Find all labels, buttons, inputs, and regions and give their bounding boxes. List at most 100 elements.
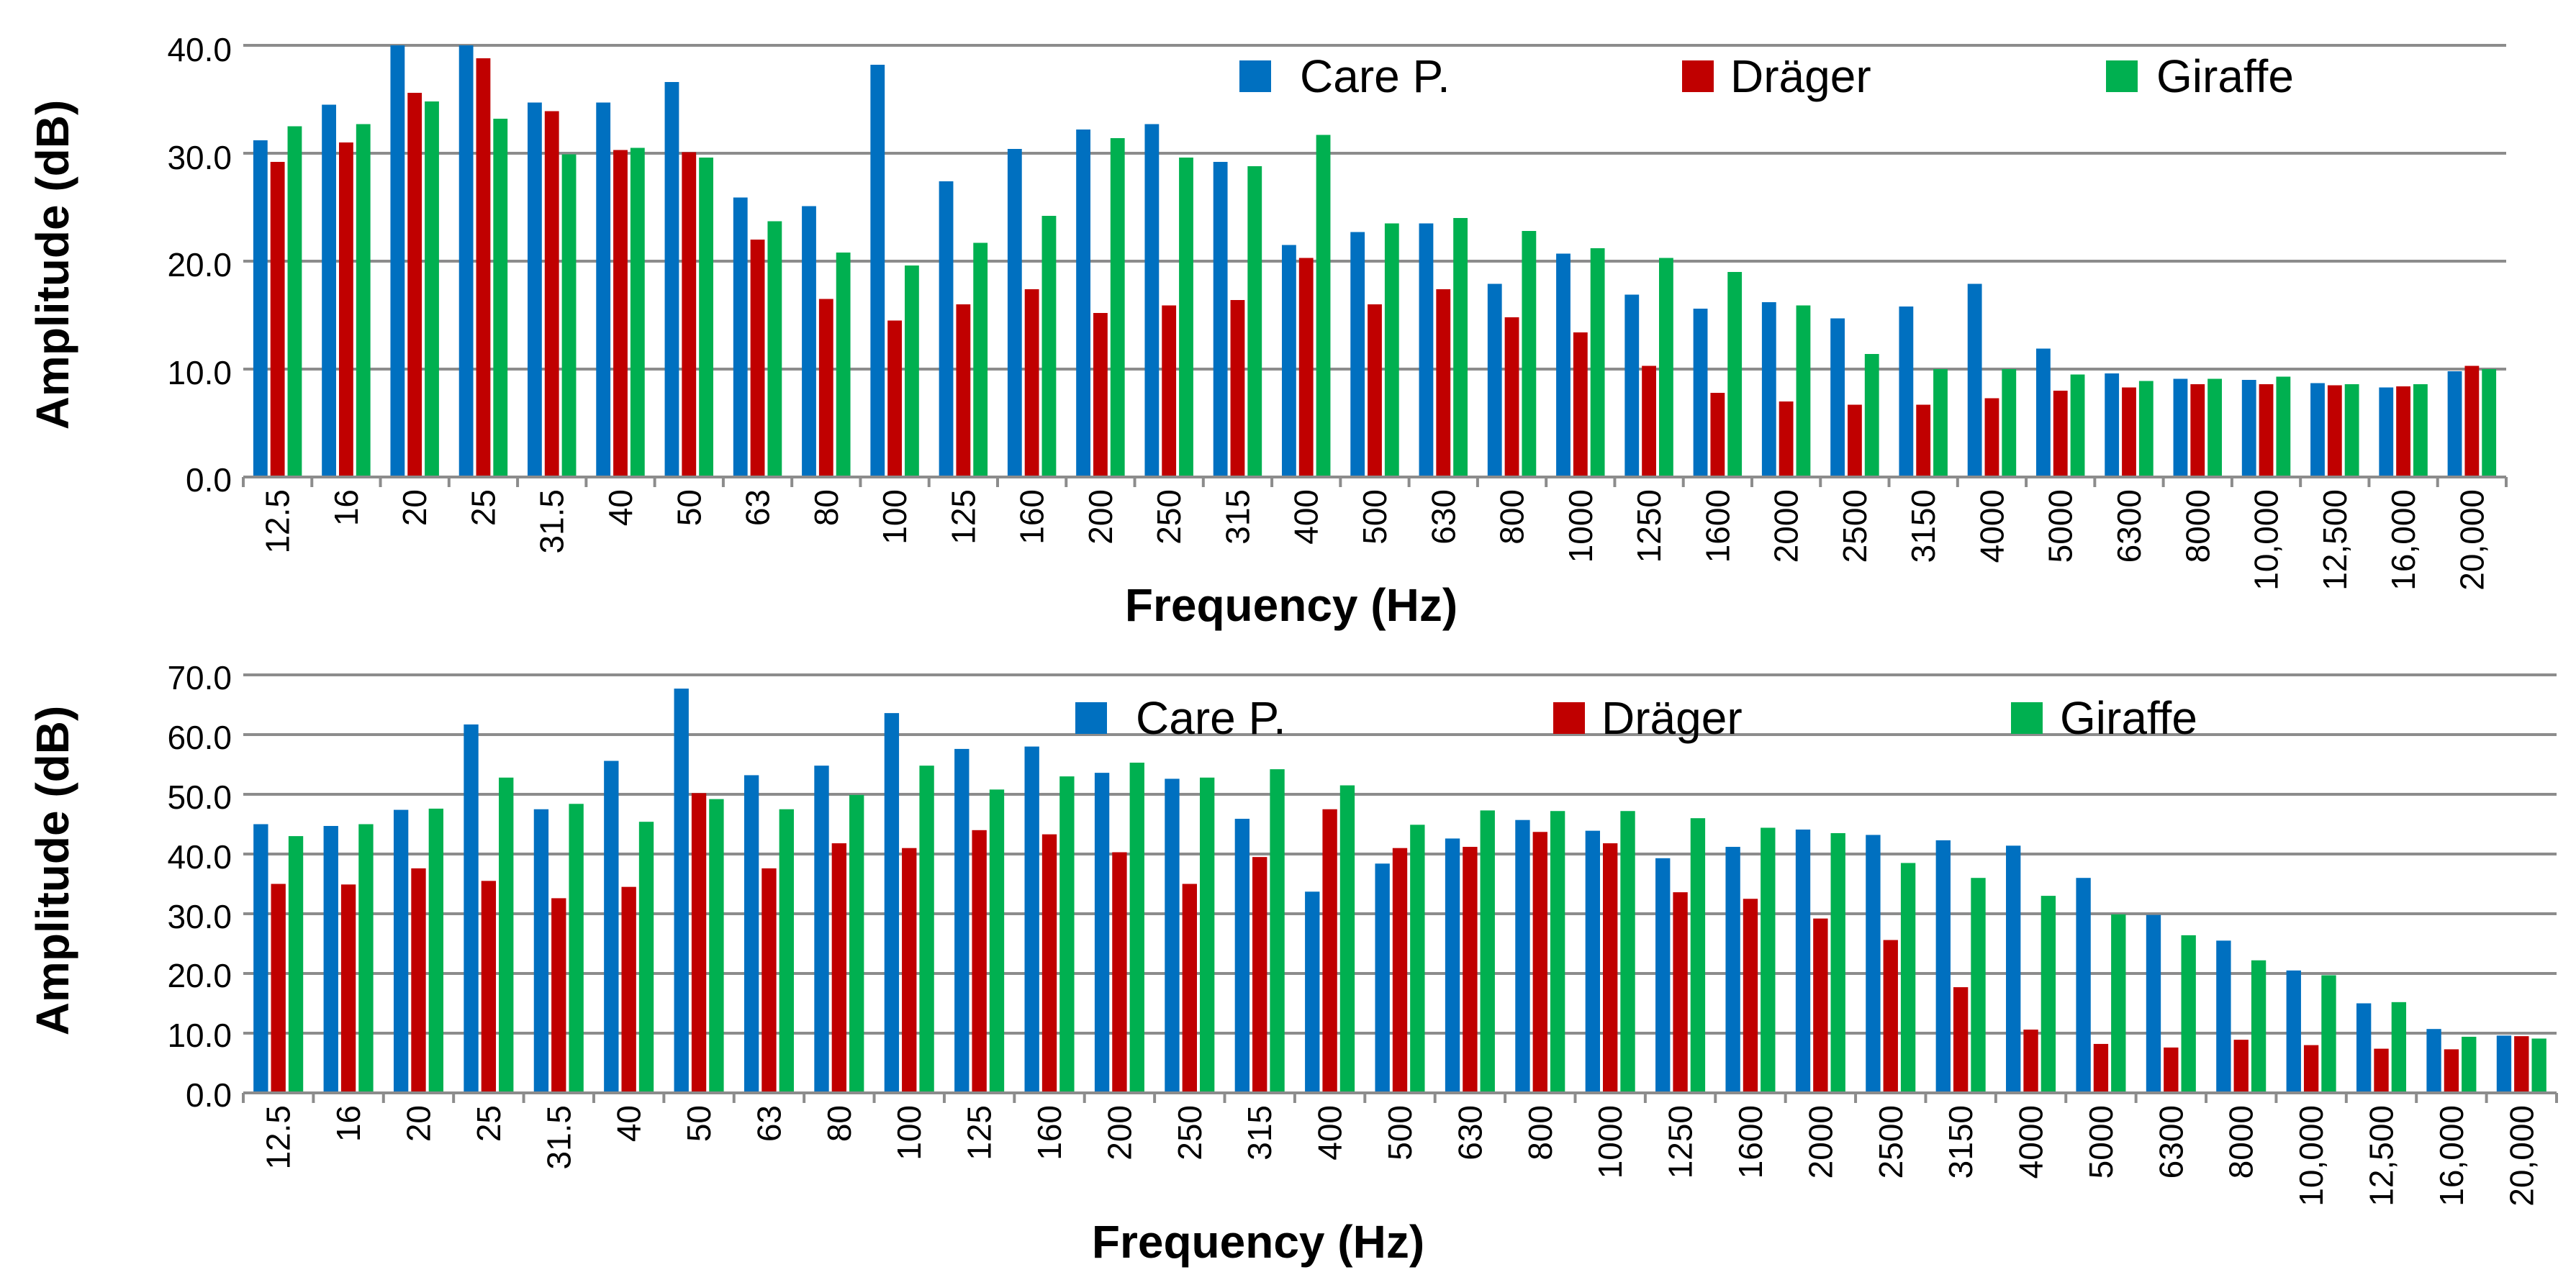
legend-swatch-care xyxy=(1075,702,1107,734)
x-tick-label: 400 xyxy=(1311,1105,1349,1161)
legend-swatch-drager xyxy=(1682,60,1714,92)
x-tick-label: 630 xyxy=(1424,489,1462,545)
x-tick-label: 3150 xyxy=(1904,489,1942,563)
x-tick-label: 2000 xyxy=(1802,1105,1839,1179)
bar-giraffe-100 xyxy=(905,265,919,477)
bar-drager-25 xyxy=(476,58,491,477)
x-tick-label: 2500 xyxy=(1872,1105,1910,1179)
bar-giraffe-8000 xyxy=(2251,960,2267,1093)
bar-giraffe-4000 xyxy=(2002,369,2017,477)
bar-drager-50 xyxy=(691,793,707,1093)
bar-care-1600 xyxy=(1725,847,1740,1093)
bar-drager-10000 xyxy=(2259,384,2274,477)
bar-care-315 xyxy=(1234,819,1250,1093)
bar-drager-4000 xyxy=(1984,398,1999,477)
x-tick-label: 20,000 xyxy=(2503,1105,2540,1207)
bar-giraffe-31.5 xyxy=(569,804,584,1093)
bar-drager-400 xyxy=(1322,809,1337,1093)
bar-giraffe-80 xyxy=(836,253,851,477)
legend-swatch-giraffe xyxy=(2011,702,2043,734)
x-tick-label: 63 xyxy=(739,489,777,526)
bar-care-800 xyxy=(1487,283,1502,477)
bar-giraffe-50 xyxy=(699,158,713,477)
x-tick-label: 1250 xyxy=(1630,489,1668,563)
bar-care-250 xyxy=(1165,778,1180,1093)
y-tick-label: 30.0 xyxy=(167,139,232,176)
x-tick-label: 3150 xyxy=(1942,1105,1979,1179)
legend-label-care: Care P. xyxy=(1300,50,1450,102)
chart-bottom-legend: Care P. Dräger Giraffe xyxy=(1075,692,2197,744)
bar-drager-20000 xyxy=(2514,1036,2529,1093)
x-tick-label: 630 xyxy=(1451,1105,1488,1161)
bar-giraffe-16 xyxy=(356,124,371,477)
x-tick-label: 8000 xyxy=(2223,1105,2260,1179)
bar-drager-100 xyxy=(902,848,917,1093)
chart-top-x-axis-title: Frequency (Hz) xyxy=(1125,579,1458,631)
bar-giraffe-200 xyxy=(1129,763,1144,1093)
chart-bottom-x-axis-title: Frequency (Hz) xyxy=(1092,1216,1424,1268)
bar-giraffe-25 xyxy=(499,777,514,1093)
chart-bottom-yticks: 0.0 10.0 20.0 30.0 40.0 50.0 60.0 70.0 xyxy=(167,659,232,1114)
bar-drager-315 xyxy=(1230,300,1245,477)
bar-drager-500 xyxy=(1368,304,1382,477)
bar-giraffe-1000 xyxy=(1590,248,1605,477)
bar-drager-20000 xyxy=(2464,365,2480,477)
x-tick-label: 1250 xyxy=(1662,1105,1699,1179)
bar-drager-200 xyxy=(1112,852,1127,1093)
x-tick-label: 31.5 xyxy=(540,1105,577,1170)
bar-care-80 xyxy=(814,766,829,1093)
bar-giraffe-12500 xyxy=(2391,1002,2407,1093)
chart-top-bars xyxy=(253,45,2497,477)
bar-giraffe-3150 xyxy=(1933,369,1948,477)
bar-giraffe-20000 xyxy=(2531,1038,2546,1093)
x-tick-label: 16,000 xyxy=(2385,489,2422,591)
bar-drager-1250 xyxy=(1673,892,1688,1093)
bar-giraffe-40 xyxy=(638,822,654,1093)
bar-care-63 xyxy=(744,775,759,1093)
bar-care-160 xyxy=(1007,149,1022,477)
bar-giraffe-50 xyxy=(709,799,724,1093)
bar-giraffe-125 xyxy=(989,789,1005,1093)
x-tick-label: 5000 xyxy=(2042,489,2079,563)
x-tick-label: 160 xyxy=(1031,1105,1068,1161)
x-tick-label: 4000 xyxy=(1973,489,2010,563)
bar-giraffe-1600 xyxy=(1727,272,1743,477)
x-tick-label: 100 xyxy=(890,1105,928,1161)
bar-giraffe-25 xyxy=(493,119,508,477)
bar-drager-16 xyxy=(339,142,353,477)
bar-giraffe-500 xyxy=(1384,223,1399,477)
x-tick-label: 80 xyxy=(821,1105,858,1142)
x-tick-label: 25 xyxy=(464,489,502,526)
bar-drager-31.5 xyxy=(551,898,566,1093)
bar-drager-2500 xyxy=(1848,404,1862,477)
bar-giraffe-8000 xyxy=(2207,378,2222,477)
bar-giraffe-800 xyxy=(1522,231,1537,477)
x-tick-label: 50 xyxy=(670,489,708,526)
bar-drager-4000 xyxy=(2023,1030,2038,1093)
bar-care-12.5 xyxy=(253,140,268,477)
bar-giraffe-2000 xyxy=(1796,305,1811,477)
bar-care-16000 xyxy=(2379,387,2394,477)
bar-care-4000 xyxy=(1967,283,1982,477)
bar-care-10000 xyxy=(2286,970,2301,1093)
bar-giraffe-1000 xyxy=(1620,811,1635,1093)
bar-giraffe-31.5 xyxy=(561,154,577,477)
y-tick-label: 70.0 xyxy=(167,659,232,696)
bar-giraffe-250 xyxy=(1199,777,1215,1093)
bar-care-100 xyxy=(884,713,900,1093)
bar-drager-40 xyxy=(613,150,628,477)
bar-drager-8000 xyxy=(2190,384,2205,477)
bar-drager-630 xyxy=(1436,289,1451,477)
x-tick-label: 20 xyxy=(399,1105,437,1142)
bar-drager-31.5 xyxy=(544,111,559,477)
bar-drager-1600 xyxy=(1710,393,1725,477)
x-tick-label: 250 xyxy=(1150,489,1188,545)
bar-care-8000 xyxy=(2216,940,2231,1093)
bar-giraffe-12500 xyxy=(2344,384,2359,477)
y-tick-label: 10.0 xyxy=(167,1017,232,1054)
bar-care-1250 xyxy=(1624,294,1640,477)
x-tick-label: 20,000 xyxy=(2453,489,2490,591)
bar-drager-400 xyxy=(1298,258,1314,477)
bar-drager-800 xyxy=(1532,832,1547,1093)
bar-care-2000 xyxy=(1761,302,1776,477)
